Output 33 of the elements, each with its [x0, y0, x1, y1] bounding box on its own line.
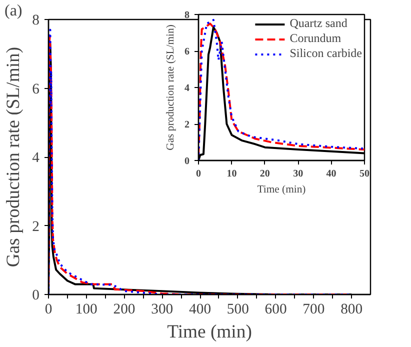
x-tick-label: 400 [189, 302, 212, 318]
y-axis-title: Gas production rate (SL/min) [3, 46, 24, 268]
y-tick-label: 2 [32, 218, 40, 235]
y-tick-label: 0 [32, 288, 40, 304]
x-tick-label: 30 [293, 168, 304, 180]
y-tick-label: 2 [184, 120, 190, 130]
y-tick-label: 6 [184, 46, 190, 58]
x-tick-label: 40 [326, 168, 336, 180]
x-tick-label: 200 [113, 302, 136, 318]
y-tick-label: 6 [32, 81, 40, 98]
x-axis-title: Time (min) [257, 184, 306, 196]
x-tick-label: 500 [226, 302, 249, 318]
y-tick-label: 8 [32, 12, 40, 28]
x-tick-label: 0 [196, 168, 201, 180]
y-tick-label: 4 [32, 150, 40, 166]
x-tick-label: 100 [75, 302, 98, 318]
legend-label: Silicon carbide [290, 46, 362, 61]
x-tick-label: 10 [226, 168, 237, 180]
x-axis-title: Time (min) [167, 322, 252, 342]
y-tick-label: 8 [184, 10, 190, 21]
x-tick-label: 700 [302, 302, 325, 318]
text: (a) [4, 2, 22, 20]
x-tick-label: 300 [151, 302, 174, 318]
y-tick-label: 4 [184, 83, 190, 94]
legend-label: Quartz sand [290, 16, 348, 31]
x-tick-label: 50 [360, 168, 370, 180]
x-tick-label: 600 [264, 302, 287, 318]
y-axis-title: Gas production rate (SL/min) [166, 24, 176, 150]
x-tick-label: 0 [44, 302, 52, 318]
x-tick-label: 20 [260, 168, 270, 180]
y-tick-label: 0 [184, 156, 190, 167]
legend-label: Corundum [290, 31, 342, 46]
x-tick-label: 800 [340, 302, 363, 318]
